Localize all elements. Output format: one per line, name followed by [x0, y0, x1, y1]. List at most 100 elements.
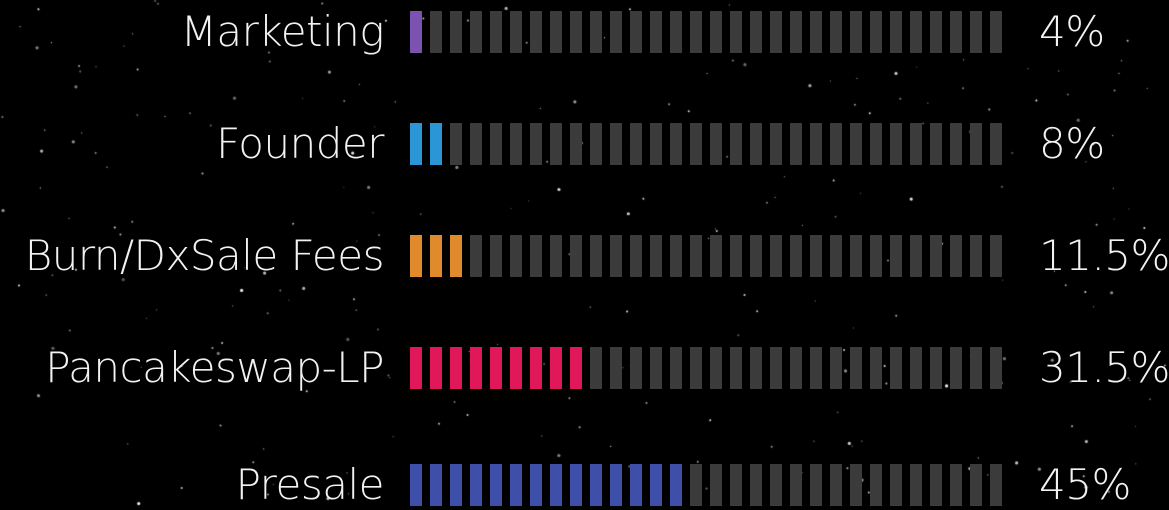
bar-segment-empty [970, 11, 982, 53]
bar-segment-empty [930, 347, 942, 389]
bar-segment-empty [610, 235, 622, 277]
bar-segment-empty [650, 123, 662, 165]
bar-segment-empty [710, 347, 722, 389]
bar-segment-empty [870, 11, 882, 53]
bar-segment-empty [550, 11, 562, 53]
bar-row-burn-dxsale-fees: Burn/DxSale Fees 11.5% [0, 226, 1169, 286]
bar-segment-empty [990, 347, 1002, 389]
bar-segment-empty [830, 464, 842, 506]
bar-segment-filled [490, 464, 502, 506]
bar-segment-empty [470, 11, 482, 53]
bar-meter [410, 11, 1010, 53]
bar-segment-empty [570, 11, 582, 53]
bar-segment-empty [810, 11, 822, 53]
bar-meter [410, 235, 1010, 277]
bar-segment-filled [410, 11, 422, 53]
bar-segment-empty [650, 235, 662, 277]
value-label: 8% [1039, 119, 1105, 168]
bar-segment-empty [650, 347, 662, 389]
bar-segment-empty [850, 464, 862, 506]
bar-segment-empty [790, 347, 802, 389]
bar-segment-empty [730, 235, 742, 277]
bar-segment-empty [490, 235, 502, 277]
bar-meter [410, 347, 1010, 389]
bar-segment-filled [530, 464, 542, 506]
category-label: Burn/DxSale Fees [24, 231, 385, 280]
bar-segment-filled [550, 347, 562, 389]
bar-segment-empty [830, 11, 842, 53]
bar-segment-empty [750, 235, 762, 277]
bar-segment-empty [990, 11, 1002, 53]
bar-segment-filled [410, 347, 422, 389]
bar-segment-empty [850, 235, 862, 277]
bar-segment-empty [890, 123, 902, 165]
bar-segment-empty [690, 347, 702, 389]
bar-segment-empty [830, 123, 842, 165]
bar-segment-empty [790, 123, 802, 165]
bar-segment-empty [930, 464, 942, 506]
bar-segment-empty [770, 11, 782, 53]
bar-segment-empty [890, 464, 902, 506]
bar-segment-empty [670, 123, 682, 165]
bar-segment-filled [550, 464, 562, 506]
bar-segment-empty [990, 123, 1002, 165]
bar-segment-empty [730, 11, 742, 53]
bar-segment-empty [710, 235, 722, 277]
bar-segment-empty [830, 235, 842, 277]
bar-segment-empty [450, 123, 462, 165]
bar-segment-empty [670, 11, 682, 53]
bar-segment-empty [810, 123, 822, 165]
bar-segment-empty [950, 235, 962, 277]
bar-segment-empty [770, 464, 782, 506]
bar-segment-empty [950, 123, 962, 165]
value-label: 11.5% [1039, 231, 1169, 280]
bar-segment-empty [450, 11, 462, 53]
bar-segment-empty [710, 11, 722, 53]
bar-segment-filled [570, 464, 582, 506]
bar-segment-empty [590, 123, 602, 165]
bar-segment-empty [990, 235, 1002, 277]
bar-segment-empty [570, 235, 582, 277]
bar-segment-filled [510, 464, 522, 506]
bar-segment-empty [990, 464, 1002, 506]
bar-segment-filled [470, 347, 482, 389]
bar-segment-empty [590, 347, 602, 389]
bar-segment-empty [970, 123, 982, 165]
bar-segment-empty [670, 235, 682, 277]
bar-segment-empty [630, 11, 642, 53]
bar-segment-empty [730, 123, 742, 165]
bar-row-pancakeswap-lp: Pancakeswap-LP 31.5% [0, 338, 1169, 398]
bar-segment-empty [630, 235, 642, 277]
bar-segment-empty [850, 123, 862, 165]
bar-segment-empty [910, 464, 922, 506]
bar-segment-empty [770, 347, 782, 389]
bar-segment-filled [610, 464, 622, 506]
bar-segment-empty [970, 347, 982, 389]
category-label: Presale [235, 460, 385, 509]
bar-segment-empty [970, 235, 982, 277]
category-label: Founder [216, 119, 384, 168]
bar-segment-empty [530, 11, 542, 53]
bar-segment-empty [790, 11, 802, 53]
bar-segment-empty [570, 123, 582, 165]
bar-segment-filled [410, 464, 422, 506]
bar-segment-empty [850, 347, 862, 389]
bar-meter [410, 464, 1010, 506]
bar-segment-empty [770, 235, 782, 277]
bar-segment-empty [790, 235, 802, 277]
bar-segment-empty [530, 123, 542, 165]
bar-segment-empty [630, 347, 642, 389]
bar-segment-filled [570, 347, 582, 389]
bar-segment-empty [590, 11, 602, 53]
bar-row-marketing: Marketing 4% [0, 2, 1169, 62]
category-label: Pancakeswap-LP [45, 343, 384, 392]
bar-segment-filled [490, 347, 502, 389]
bar-segment-empty [870, 464, 882, 506]
value-label: 31.5% [1039, 343, 1169, 392]
bar-segment-empty [830, 347, 842, 389]
bar-segment-empty [730, 347, 742, 389]
bar-segment-empty [790, 464, 802, 506]
bar-segment-empty [490, 11, 502, 53]
category-label: Marketing [180, 7, 385, 56]
bar-segment-empty [710, 123, 722, 165]
